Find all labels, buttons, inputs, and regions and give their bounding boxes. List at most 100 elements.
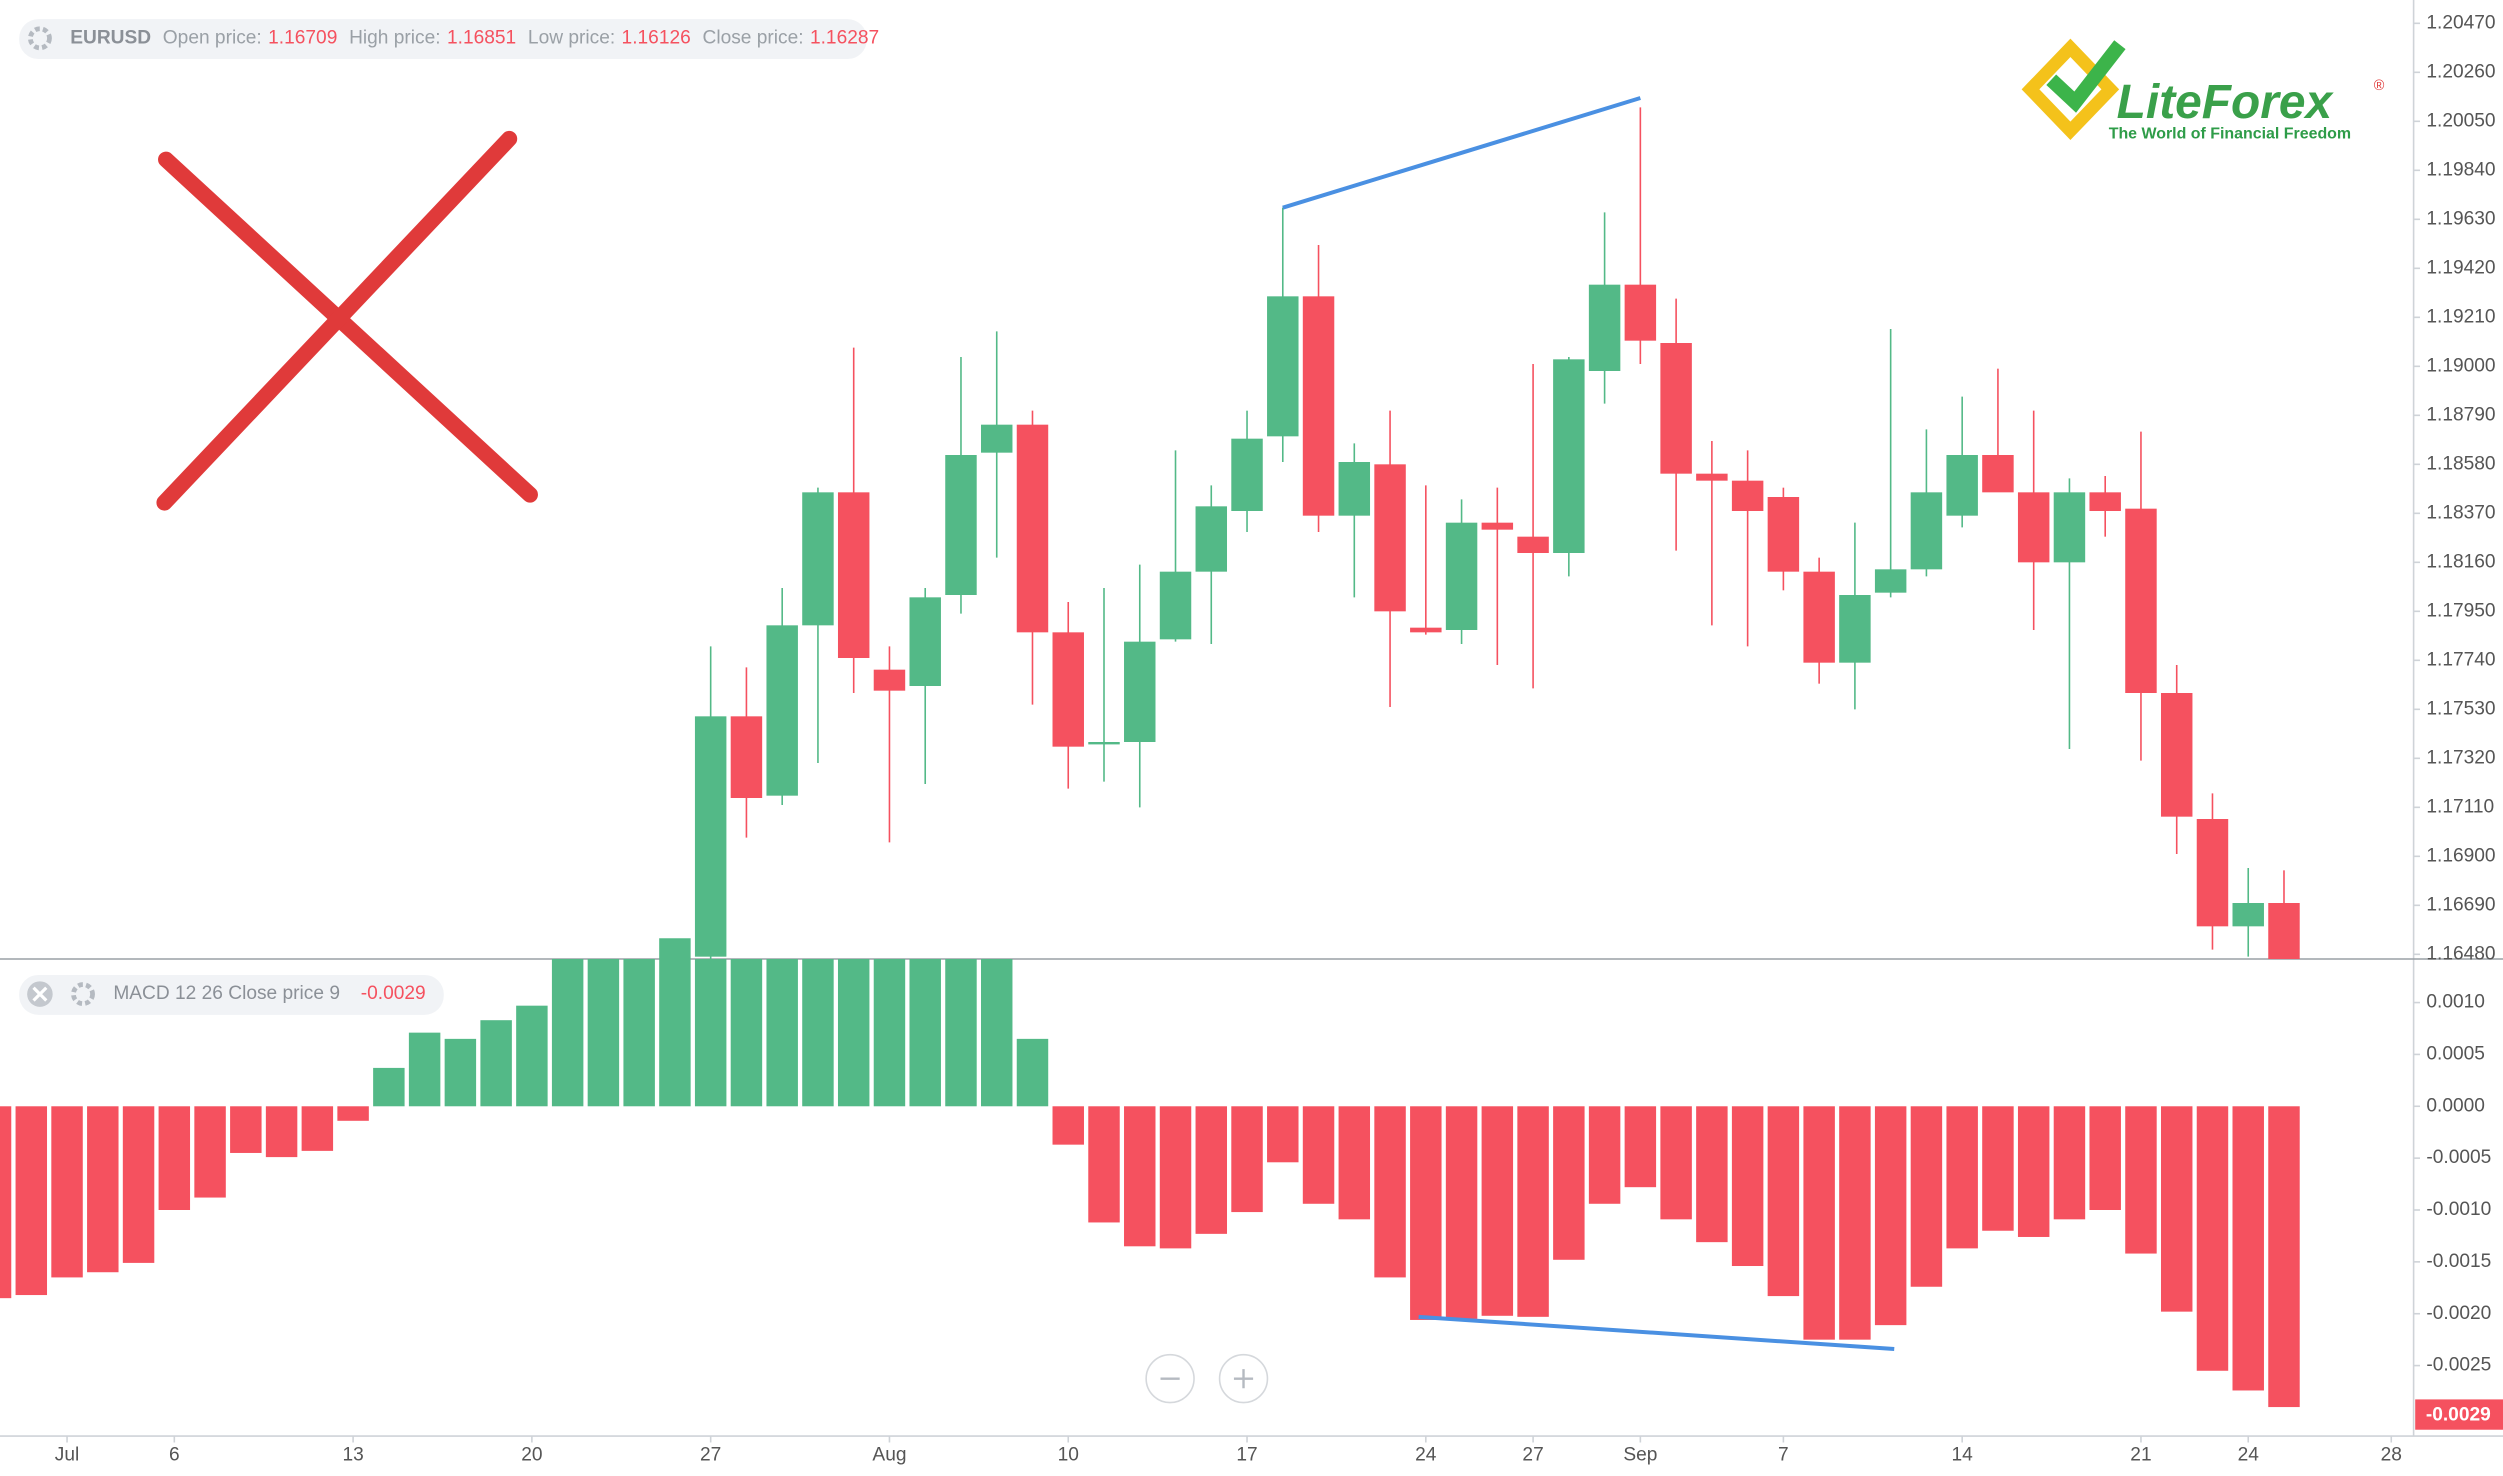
y-tick-label: 1.17530 <box>2426 698 2495 719</box>
legend-label: Open price: <box>163 27 262 48</box>
legend-box <box>19 974 444 1015</box>
histogram-bar <box>1696 1106 1728 1243</box>
candle-body <box>1445 522 1478 631</box>
candle-body <box>1624 284 1657 341</box>
candle-body <box>1016 424 1049 633</box>
current-value-badge <box>2415 1399 2503 1430</box>
candle-body <box>1159 571 1192 640</box>
histogram-bar <box>1159 1106 1192 1249</box>
histogram-bar <box>587 959 620 1107</box>
y-tick-label: -0.0025 <box>2426 1355 2491 1376</box>
candle-body <box>873 669 906 691</box>
legend-value: 1.16709 <box>268 27 337 48</box>
x-tick-label: 13 <box>342 1444 363 1465</box>
y-tick-label: -0.0020 <box>2426 1303 2491 1324</box>
close-icon-cross <box>32 986 48 1002</box>
candle-body <box>1302 296 1335 516</box>
histogram-bar <box>1731 1106 1764 1267</box>
y-tick-label: 1.19000 <box>2426 355 2495 376</box>
candle-body <box>1374 464 1406 612</box>
candle-body <box>2232 903 2264 927</box>
candle-body <box>694 716 727 957</box>
candle-body <box>730 716 763 799</box>
legend-value: 1.16126 <box>622 27 691 48</box>
current-value: -0.0029 <box>2426 1404 2491 1425</box>
legend-box <box>19 19 867 60</box>
y-tick-label: 0.0005 <box>2426 1043 2485 1064</box>
candle-body <box>802 492 834 626</box>
indicator-label: MACD 12 26 Close price 9 <box>113 983 340 1004</box>
histogram-bar <box>1660 1106 1692 1220</box>
y-tick-label: 1.19420 <box>2426 257 2495 278</box>
histogram-bar <box>1481 1106 1514 1316</box>
settings-icon[interactable] <box>71 982 95 1007</box>
y-tick-label: 1.16690 <box>2426 894 2495 915</box>
histogram-bar <box>122 1106 155 1263</box>
candle-body <box>980 424 1013 453</box>
y-tick-label: 1.18580 <box>2426 453 2495 474</box>
histogram-bar <box>980 959 1013 1107</box>
logo-name: LiteForex <box>2117 76 2335 129</box>
x-tick-label: 24 <box>2238 1444 2260 1465</box>
candle-body <box>2017 492 2050 563</box>
candle-body <box>1338 462 1371 516</box>
candle-body <box>1660 343 1692 474</box>
histogram-bar <box>373 1067 405 1107</box>
y-tick-label: 1.19840 <box>2426 159 2495 180</box>
y-tick-label: 1.17110 <box>2426 796 2494 817</box>
candle-body <box>1588 284 1621 372</box>
settings-icon[interactable] <box>27 26 52 51</box>
histogram-bar <box>1124 1106 1156 1247</box>
candle-body <box>837 492 870 659</box>
histogram-bar <box>1588 1106 1621 1204</box>
x-tick-label: 6 <box>169 1444 180 1465</box>
candle-body <box>2089 492 2121 512</box>
histogram-bar <box>766 959 798 1107</box>
candle-body <box>2268 903 2300 960</box>
histogram-bar <box>51 1106 83 1278</box>
candle-body <box>1982 455 2014 493</box>
histogram-bar <box>1445 1106 1478 1319</box>
histogram-bar <box>659 938 691 1107</box>
candle-body <box>1731 480 1764 512</box>
legend-label: Low price: <box>528 27 615 48</box>
histogram-bar <box>1517 1106 1549 1317</box>
histogram-bar <box>480 1020 512 1107</box>
histogram-bar <box>1338 1106 1371 1220</box>
y-tick-label: 1.18790 <box>2426 404 2495 425</box>
legend-value: 1.16287 <box>810 27 879 48</box>
candle-body <box>1696 473 1728 481</box>
histogram-bar <box>158 1106 191 1211</box>
histogram-bar <box>0 1106 12 1299</box>
candle-body <box>1088 742 1120 745</box>
histogram-bar <box>265 1106 298 1158</box>
candle-body <box>1481 522 1514 530</box>
histogram-bar <box>551 959 584 1107</box>
indicator-value: -0.0029 <box>361 983 426 1004</box>
cross-stroke <box>156 130 518 511</box>
histogram-bar <box>15 1106 48 1296</box>
marks: 1.20470 1.20260 1.20050 1.19840 1.19630 1.194… <box>0 12 2496 1465</box>
histogram-bar <box>837 959 870 1107</box>
candle-body <box>2125 508 2157 694</box>
y-tick-label: 1.17950 <box>2426 600 2495 621</box>
x-tick-label: 27 <box>1522 1444 1543 1465</box>
candle-body <box>1195 506 1228 572</box>
histogram-bar <box>1410 1106 1442 1320</box>
histogram-bar <box>301 1106 334 1151</box>
y-tick-label: 1.20260 <box>2426 61 2495 82</box>
y-tick-label: -0.0015 <box>2426 1251 2491 1272</box>
candle-body <box>1410 627 1442 633</box>
y-tick-label: 1.17320 <box>2426 747 2495 768</box>
y-tick-label: 0.0000 <box>2426 1095 2485 1116</box>
zoom-in-icon <box>1233 1369 1254 1389</box>
candle-body <box>945 455 977 596</box>
candle-body <box>1874 569 1907 593</box>
y-tick-label: 1.20470 <box>2426 12 2495 33</box>
x-tick-label: 27 <box>700 1444 721 1465</box>
x-tick-label: Sep <box>1623 1444 1657 1465</box>
candle-body <box>2196 819 2229 927</box>
logo-icon <box>2046 40 2126 113</box>
histogram-bar <box>1052 1106 1084 1145</box>
